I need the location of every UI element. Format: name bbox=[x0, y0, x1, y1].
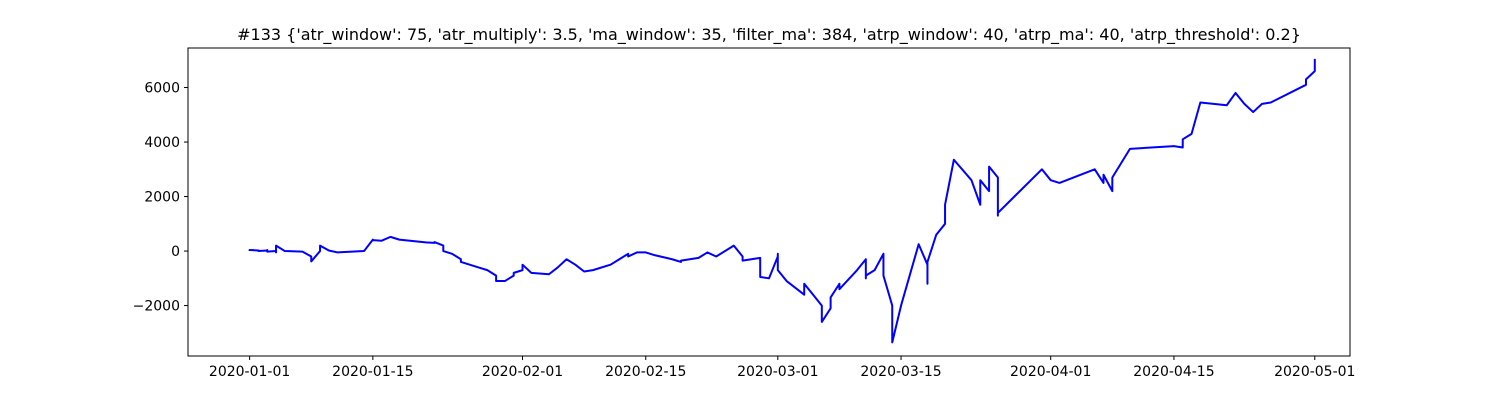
series-line-0 bbox=[248, 58, 1316, 344]
x-tick-label: 2020-04-01 bbox=[1010, 364, 1091, 380]
axes: 2020-01-01 2020-01-15 2020-02-01 2020-02-15… bbox=[133, 47, 1355, 380]
plot-area bbox=[248, 58, 1316, 344]
y-tick-label: 6000 bbox=[144, 81, 180, 97]
x-tick-label: 2020-03-15 bbox=[860, 364, 941, 380]
y-tick-label: 4000 bbox=[144, 135, 180, 151]
x-tick-label: 2020-02-01 bbox=[482, 364, 563, 380]
x-tick-label: 2020-02-15 bbox=[605, 364, 686, 380]
x-tick-label: 2020-01-01 bbox=[209, 364, 290, 380]
chart-title: #133 {'atr_window': 75, 'atr_multiply': … bbox=[237, 25, 1301, 45]
x-tick-label: 2020-04-15 bbox=[1133, 364, 1214, 380]
y-tick-label: 0 bbox=[171, 244, 180, 260]
plot-frame bbox=[187, 47, 1351, 357]
y-tick-label: 2000 bbox=[144, 190, 180, 206]
x-tick-label: 2020-03-01 bbox=[737, 364, 818, 380]
x-tick-label: 2020-05-01 bbox=[1274, 364, 1355, 380]
x-tick-label: 2020-01-15 bbox=[332, 364, 413, 380]
y-tick-label: −2000 bbox=[133, 299, 180, 315]
